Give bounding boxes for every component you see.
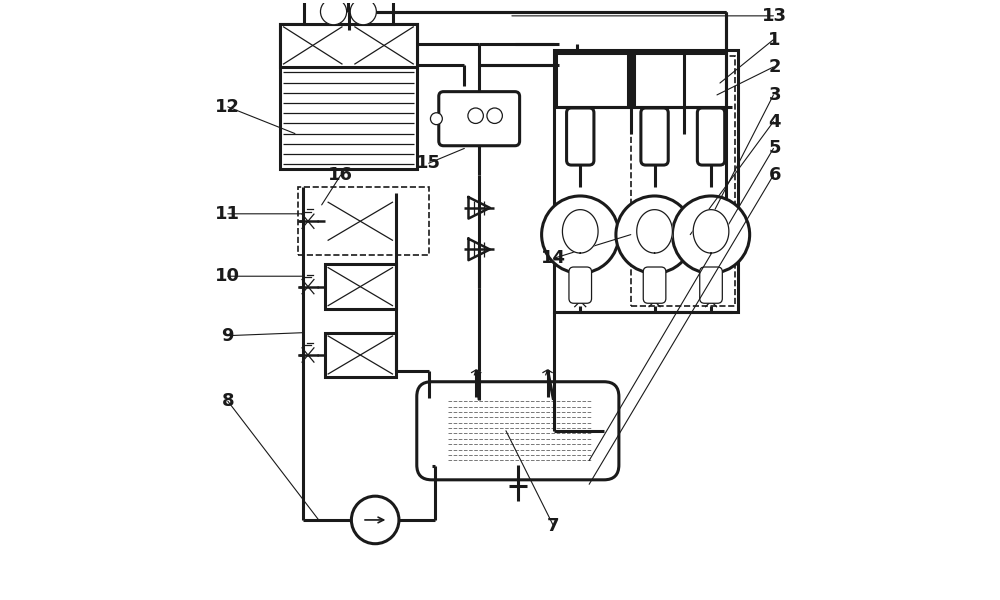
Text: 1: 1 (768, 31, 781, 49)
Text: 5: 5 (768, 139, 781, 157)
Text: 14: 14 (541, 250, 566, 268)
Bar (554, 50, 738, 312)
Text: 12: 12 (215, 98, 240, 116)
Circle shape (672, 196, 750, 273)
Text: 10: 10 (215, 267, 240, 285)
Bar (325, 199, 396, 244)
FancyBboxPatch shape (697, 108, 725, 165)
FancyBboxPatch shape (643, 267, 666, 303)
Circle shape (468, 108, 483, 124)
Circle shape (320, 0, 347, 25)
Text: 8: 8 (221, 392, 234, 410)
FancyBboxPatch shape (439, 92, 520, 146)
Circle shape (542, 196, 619, 273)
Bar (631, 56, 735, 306)
Circle shape (351, 496, 399, 544)
Polygon shape (693, 209, 729, 253)
Text: 4: 4 (768, 113, 781, 131)
Circle shape (430, 113, 442, 125)
Bar (280, 23, 417, 67)
Text: 15: 15 (416, 154, 441, 172)
FancyBboxPatch shape (700, 267, 722, 303)
Text: 3: 3 (768, 86, 781, 104)
Text: 9: 9 (221, 326, 234, 344)
Text: 11: 11 (215, 205, 240, 223)
Bar (556, 53, 628, 107)
Polygon shape (562, 209, 598, 253)
FancyBboxPatch shape (567, 108, 594, 165)
Text: 16: 16 (328, 166, 353, 184)
Bar (325, 332, 396, 377)
FancyBboxPatch shape (569, 267, 592, 303)
Polygon shape (637, 209, 672, 253)
Circle shape (487, 108, 502, 124)
Bar (298, 187, 429, 256)
Text: 7: 7 (547, 517, 560, 535)
Text: 2: 2 (768, 58, 781, 76)
Circle shape (350, 0, 376, 25)
Circle shape (616, 196, 693, 273)
Text: 6: 6 (768, 166, 781, 184)
Text: 13: 13 (762, 7, 787, 25)
FancyBboxPatch shape (417, 382, 619, 480)
FancyBboxPatch shape (641, 108, 668, 165)
Bar (304, 0, 393, 23)
Bar (325, 265, 396, 309)
Bar (280, 23, 417, 169)
Bar (634, 53, 726, 107)
